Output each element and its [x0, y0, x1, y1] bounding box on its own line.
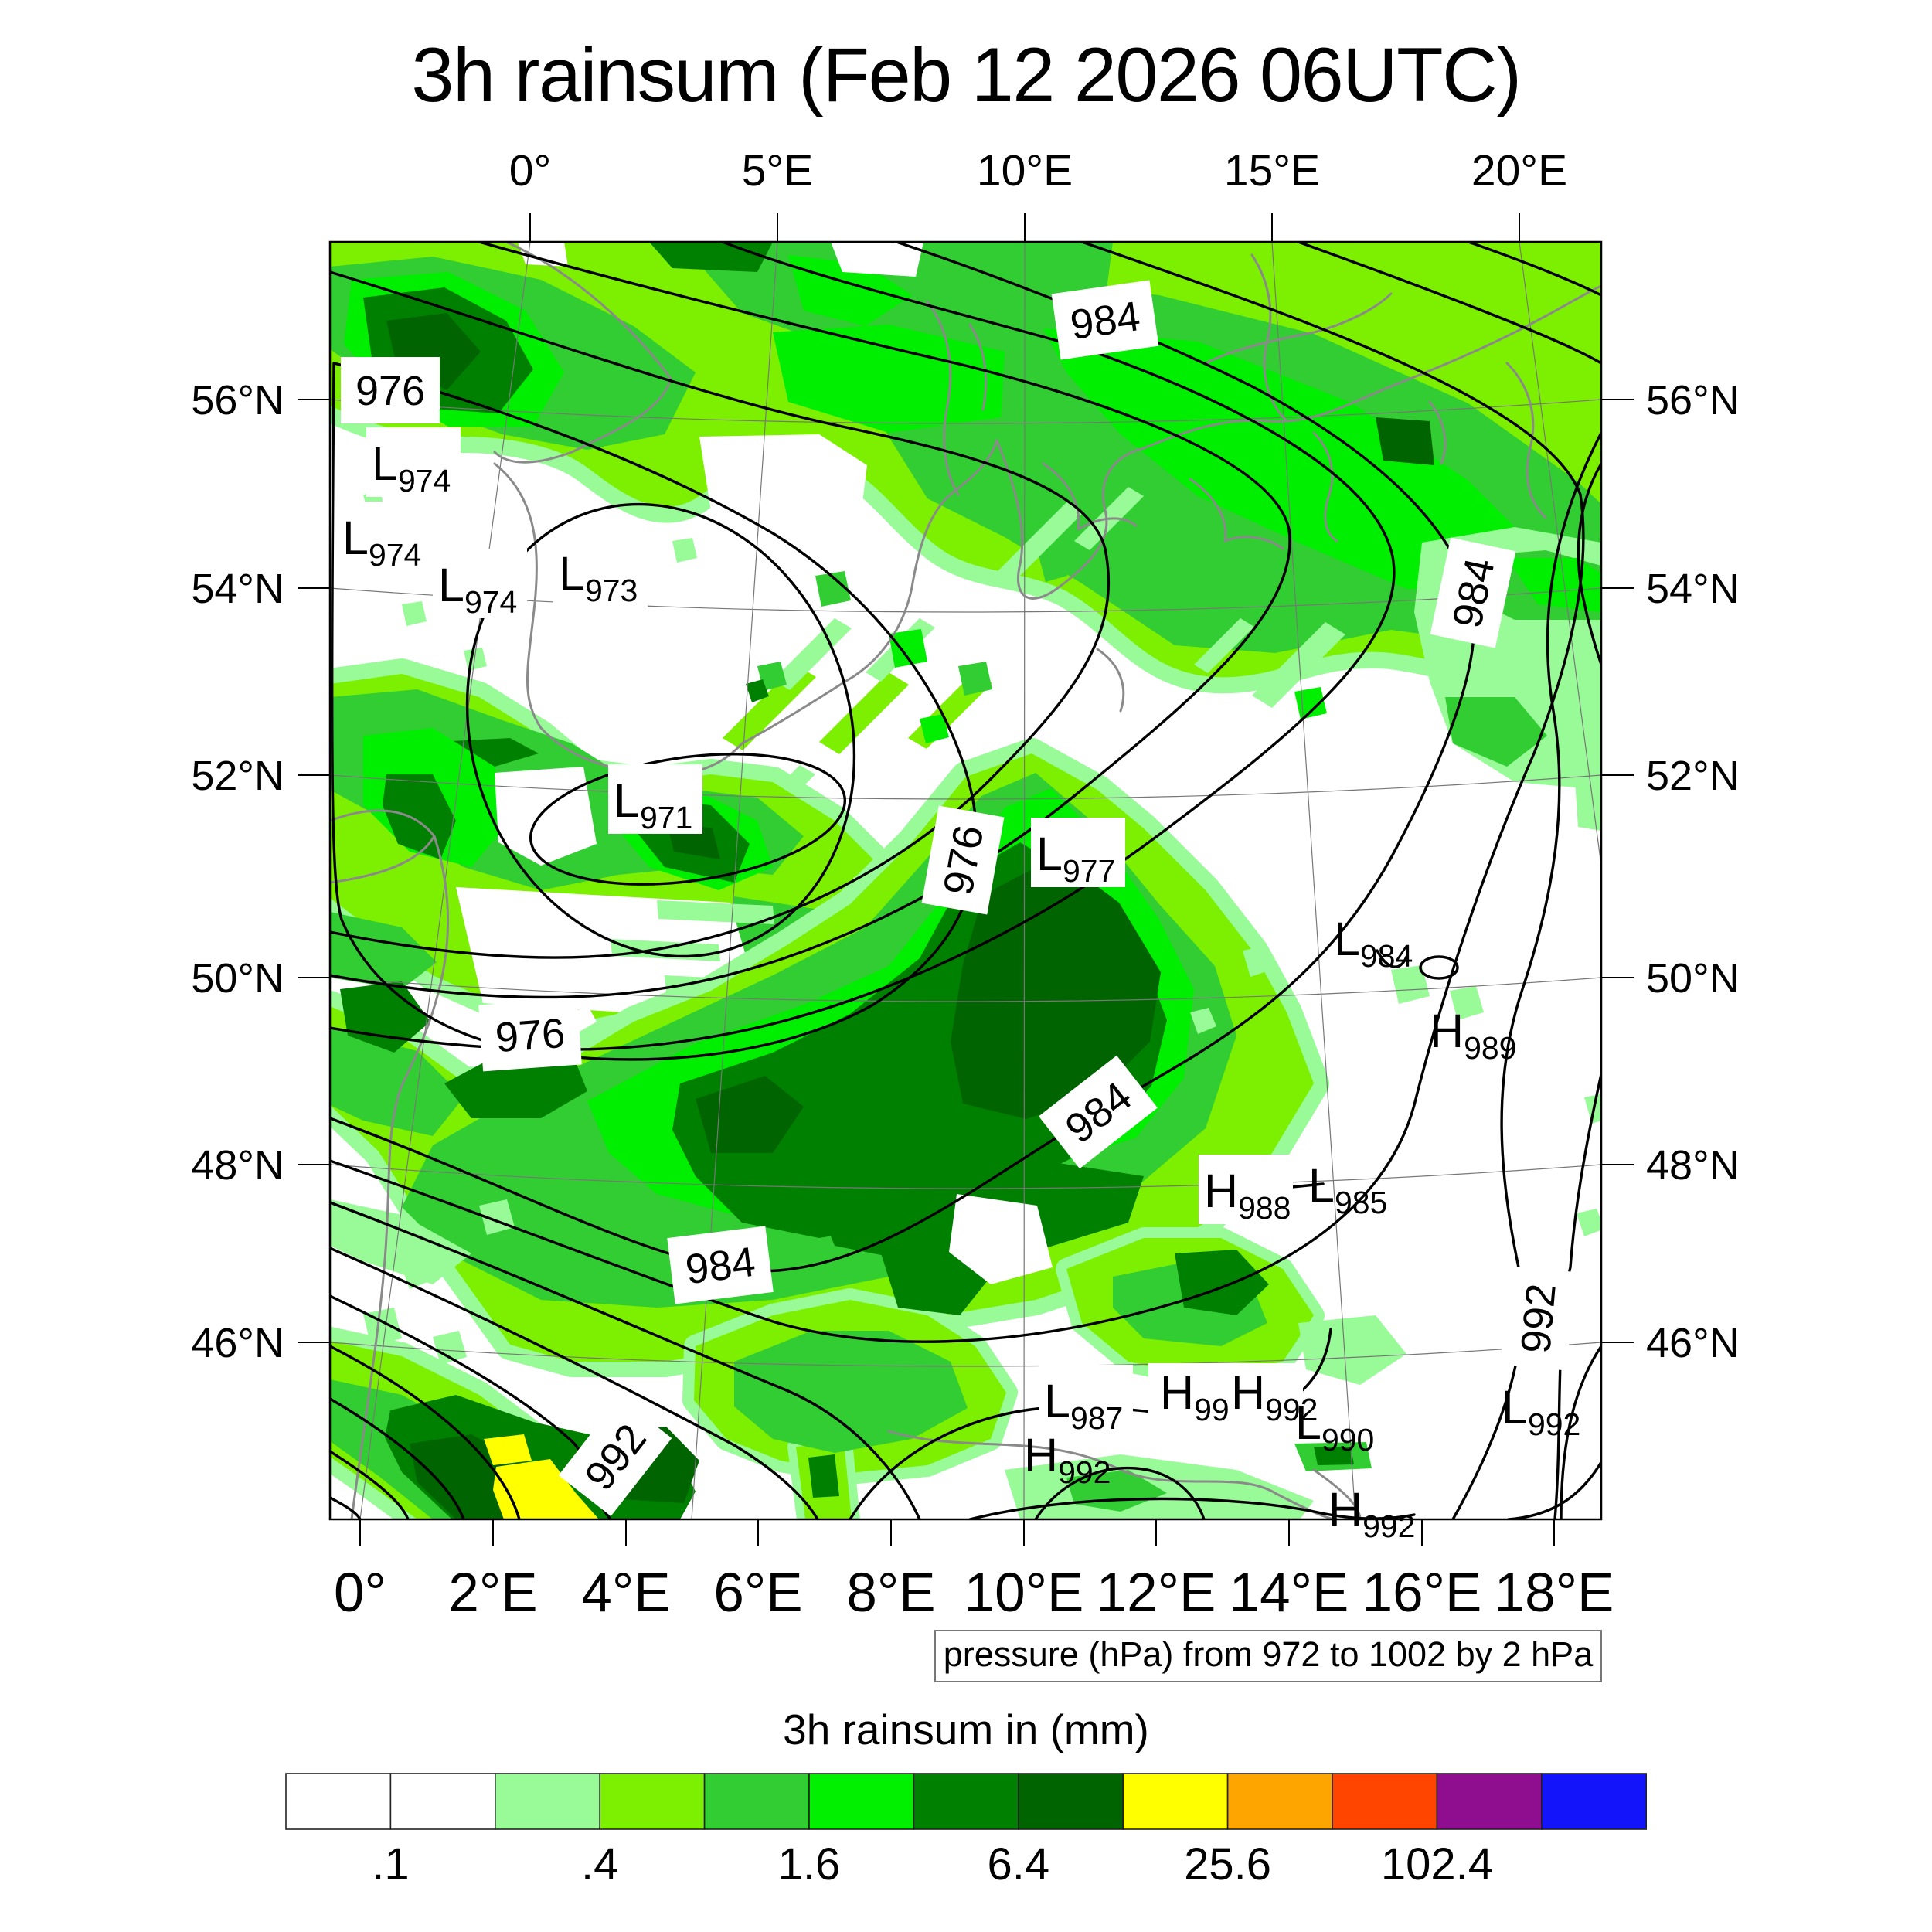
svg-text:46°N: 46°N	[191, 1320, 284, 1366]
svg-text:L990: L990	[1295, 1396, 1374, 1458]
svg-text:16°E: 16°E	[1362, 1563, 1482, 1624]
svg-text:976: 976	[355, 368, 425, 414]
svg-text:976: 976	[494, 1010, 566, 1061]
svg-text:14°E: 14°E	[1230, 1563, 1349, 1624]
svg-text:pressure (hPa) from 972 to 100: pressure (hPa) from 972 to 1002 by 2 hPa	[944, 1634, 1594, 1674]
svg-text:2°E: 2°E	[448, 1563, 537, 1624]
svg-text:0°: 0°	[334, 1563, 386, 1624]
svg-text:52°N: 52°N	[1646, 753, 1740, 799]
svg-text:12°E: 12°E	[1097, 1563, 1216, 1624]
svg-text:4°E: 4°E	[581, 1563, 670, 1624]
svg-text:992: 992	[1512, 1282, 1565, 1355]
svg-text:18°E: 18°E	[1495, 1563, 1614, 1624]
svg-text:3h rainsum (Feb 12 2026 06UTC): 3h rainsum (Feb 12 2026 06UTC)	[411, 32, 1520, 117]
svg-text:.4: .4	[581, 1839, 618, 1889]
svg-text:5°E: 5°E	[742, 146, 814, 196]
svg-text:25.6: 25.6	[1184, 1839, 1271, 1889]
svg-text:0°: 0°	[509, 146, 552, 196]
svg-text:.1: .1	[372, 1839, 409, 1889]
svg-text:6.4: 6.4	[987, 1839, 1049, 1889]
svg-text:48°N: 48°N	[1646, 1142, 1740, 1189]
svg-text:8°E: 8°E	[846, 1563, 935, 1624]
svg-text:46°N: 46°N	[1646, 1320, 1740, 1366]
svg-text:1.6: 1.6	[778, 1839, 841, 1889]
svg-text:48°N: 48°N	[191, 1142, 284, 1189]
svg-text:54°N: 54°N	[191, 566, 284, 612]
svg-text:50°N: 50°N	[1646, 955, 1740, 1002]
svg-text:984: 984	[683, 1239, 758, 1294]
svg-text:56°N: 56°N	[1646, 377, 1740, 423]
svg-text:102.4: 102.4	[1381, 1839, 1493, 1889]
svg-text:10°E: 10°E	[964, 1563, 1084, 1624]
svg-text:L974: L974	[372, 437, 451, 498]
svg-text:15°E: 15°E	[1224, 146, 1320, 196]
svg-text:984: 984	[1067, 293, 1143, 349]
svg-text:6°E: 6°E	[713, 1563, 802, 1624]
svg-text:50°N: 50°N	[191, 955, 284, 1002]
svg-text:52°N: 52°N	[191, 753, 284, 799]
svg-text:56°N: 56°N	[191, 377, 284, 423]
svg-text:3h rainsum in (mm): 3h rainsum in (mm)	[783, 1706, 1149, 1753]
svg-text:54°N: 54°N	[1646, 566, 1740, 612]
svg-text:20°E: 20°E	[1471, 146, 1567, 196]
svg-text:10°E: 10°E	[977, 146, 1073, 196]
